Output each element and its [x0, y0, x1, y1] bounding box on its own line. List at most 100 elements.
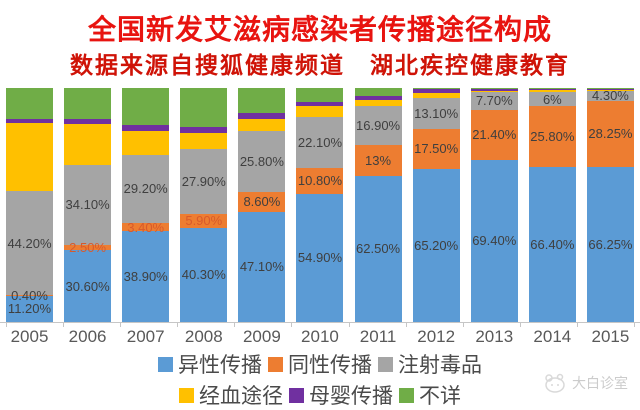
bar-2015: 66.25% 28.25% 4.30%: [586, 88, 634, 322]
axis-tick: [291, 323, 293, 327]
segment-homosexual: [6, 294, 53, 296]
legend-swatch-injection-drug: [378, 356, 393, 372]
legend-swatch-mother-to-child: [289, 387, 304, 403]
axis-tick: [405, 323, 407, 327]
axis-tick: [348, 323, 350, 327]
plot-area: 11.20% 0.40% 44.20% 30.60% 2.50% 34.10% 38.90%…: [6, 88, 634, 322]
x-axis-label-2006: 2006: [68, 327, 107, 346]
axis-tick: [177, 323, 179, 327]
axis-tick: [519, 323, 521, 327]
legend-item-blood-route: 经血途径: [179, 380, 283, 410]
segment-heterosexual: [296, 193, 344, 322]
segment-unknown: [6, 88, 53, 119]
segment-blood-route: [528, 90, 576, 93]
segment-injection-drug: [354, 105, 402, 146]
segment-mother-to-child: [122, 125, 170, 132]
axis-tick: [6, 323, 7, 327]
segment-mother-to-child: [586, 89, 634, 90]
axis-tick: [234, 323, 236, 327]
segment-blood-route: [6, 123, 53, 192]
segment-blood-route: [238, 118, 286, 132]
bar-2006: 30.60% 2.50% 34.10%: [64, 88, 112, 322]
segment-heterosexual: [64, 250, 112, 322]
segment-mother-to-child: [238, 113, 286, 119]
segment-heterosexual: [6, 295, 53, 322]
watermark: 大白诊室: [543, 373, 628, 393]
x-axis-label-2009: 2009: [242, 327, 281, 346]
legend-row-2: 经血途径 母婴传播 不详: [176, 380, 464, 410]
segment-mother-to-child: [470, 89, 518, 91]
segment-blood-route: [354, 100, 402, 106]
segment-homosexual: [64, 244, 112, 251]
watermark-text: 大白诊室: [572, 375, 628, 391]
segment-mother-to-child: [296, 101, 344, 107]
legend-swatch-heterosexual: [158, 356, 173, 372]
chart-subtitle: 数据来源自搜狐健康频道 湖北疾控健康教育: [70, 52, 570, 79]
axis-tick: [634, 323, 635, 327]
segment-heterosexual: [354, 175, 402, 322]
x-axis-line: [0, 322, 640, 327]
x-axis-label-2011: 2011: [359, 327, 397, 346]
bar-2011: 62.50% 13% 16.90%: [354, 88, 402, 322]
x-axis-label-2007: 2007: [126, 327, 165, 346]
segment-injection-drug: [238, 131, 286, 192]
segment-homosexual: [122, 223, 170, 231]
bar-2013: 69.40% 21.40% 7.70%: [470, 88, 518, 322]
legend-label-unknown: 不详: [419, 385, 461, 408]
bar-2008: 40.30% 5.90% 27.90%: [180, 88, 228, 322]
segment-homosexual: [412, 128, 460, 170]
segment-heterosexual: [238, 211, 286, 322]
x-axis-labels: 2005 2006 2007 2008 2009 2010 2011 2012 2013 2014…: [6, 327, 634, 347]
segment-heterosexual: [586, 166, 634, 322]
segment-blood-route: [412, 92, 460, 98]
segment-homosexual: [238, 191, 286, 212]
segment-unknown: [238, 88, 286, 114]
segment-homosexual: [470, 109, 518, 160]
segment-homosexual: [528, 106, 576, 167]
segment-injection-drug: [470, 91, 518, 110]
segment-heterosexual: [180, 227, 228, 322]
legend-swatch-blood-route: [179, 387, 194, 403]
segment-heterosexual: [412, 169, 460, 322]
segment-injection-drug: [122, 154, 170, 224]
legend-row-1: 异性传播 同性传播 注射毒品: [155, 349, 485, 379]
segment-unknown: [586, 88, 634, 89]
axis-tick: [462, 323, 464, 327]
chart-title: 全国新发艾滋病感染者传播途径构成: [87, 14, 552, 45]
segment-homosexual: [354, 145, 402, 176]
segment-unknown: [470, 88, 518, 90]
x-axis-label-2008: 2008: [184, 327, 223, 346]
x-axis-label-2015: 2015: [591, 327, 630, 346]
segment-injection-drug: [296, 116, 344, 169]
segment-blood-route: [122, 131, 170, 155]
segment-injection-drug: [586, 90, 634, 101]
segment-mother-to-child: [528, 89, 576, 91]
legend-item-heterosexual: 异性传播: [158, 349, 262, 379]
segment-blood-route: [64, 123, 112, 165]
axis-tick: [63, 323, 65, 327]
segment-injection-drug: [180, 148, 228, 214]
x-axis-label-2012: 2012: [417, 327, 456, 346]
segment-unknown: [122, 88, 170, 126]
legend-label-blood-route: 经血途径: [199, 385, 283, 408]
segment-injection-drug: [64, 164, 112, 245]
segment-injection-drug: [6, 191, 53, 295]
segment-heterosexual: [528, 166, 576, 322]
segment-mother-to-child: [354, 96, 402, 101]
legend-label-homosexual: 同性传播: [288, 354, 372, 377]
daibai-logo-icon: [543, 373, 567, 393]
segment-injection-drug: [528, 92, 576, 107]
legend-label-injection-drug: 注射毒品: [398, 354, 482, 377]
segment-homosexual: [180, 213, 228, 228]
axis-tick: [120, 323, 122, 327]
bar-2009: 47.10% 8.60% 25.80%: [238, 88, 286, 322]
segment-mother-to-child: [6, 118, 53, 124]
x-axis-label-2013: 2013: [475, 327, 514, 346]
segment-heterosexual: [470, 159, 518, 322]
legend-item-injection-drug: 注射毒品: [378, 349, 482, 379]
segment-unknown: [296, 88, 344, 102]
segment-unknown: [354, 88, 402, 96]
segment-homosexual: [586, 100, 634, 167]
legend-label-heterosexual: 异性传播: [178, 354, 262, 377]
bar-2007: 38.90% 3.40% 29.20%: [122, 88, 170, 322]
